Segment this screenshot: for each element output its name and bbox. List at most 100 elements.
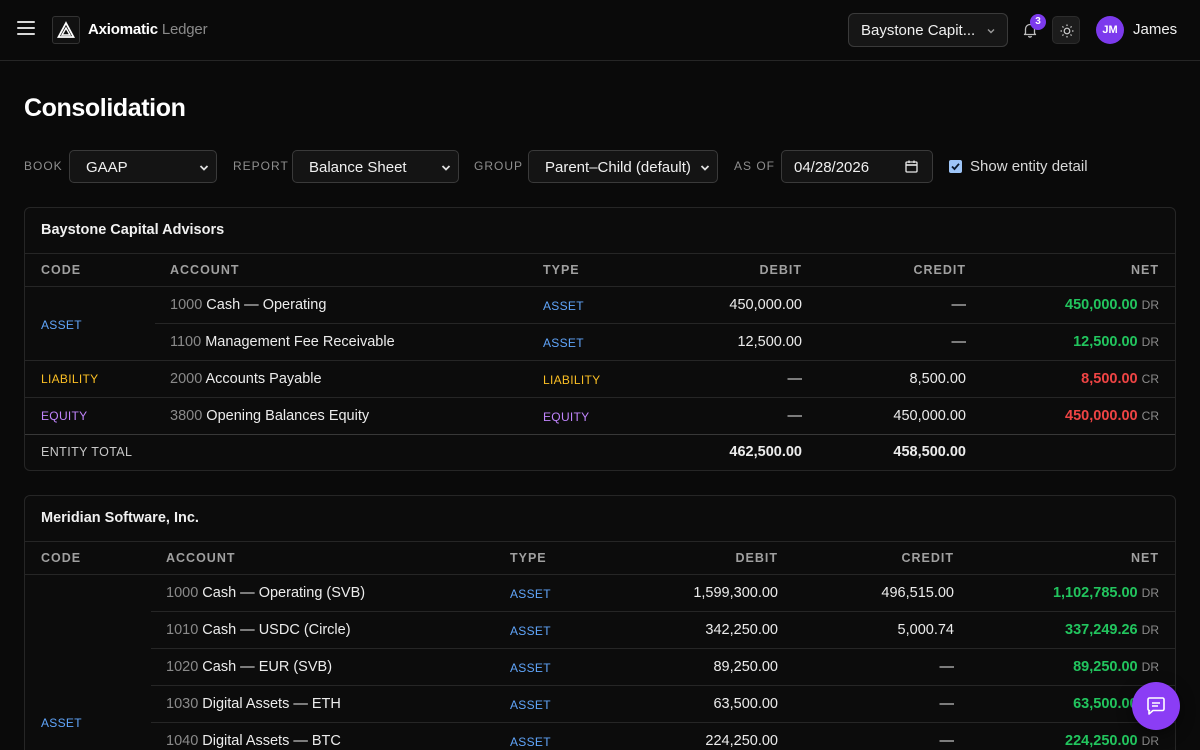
debit-value: 12,500.00: [737, 334, 802, 350]
chat-bubble-icon: [1147, 697, 1165, 715]
net-side: DR: [1141, 335, 1159, 349]
column-header-code[interactable]: CODE: [41, 551, 82, 565]
column-header-type[interactable]: TYPE: [510, 551, 547, 565]
theme-toggle-button[interactable]: [1052, 16, 1080, 44]
net-side: DR: [1141, 586, 1159, 600]
net-amount: 63,500.00: [1073, 696, 1138, 712]
account-label: Management Fee Receivable: [205, 334, 395, 350]
divider: [151, 648, 1175, 649]
type-tag: EQUITY: [543, 410, 590, 424]
column-header-net[interactable]: NET: [1131, 263, 1159, 277]
account-name[interactable]: 1000 Cash — Operating (SVB): [166, 585, 365, 601]
divider: [25, 360, 1175, 361]
account-name[interactable]: 3800 Opening Balances Equity: [170, 408, 369, 424]
credit-value: 450,000.00: [893, 408, 966, 424]
group-select-value: Parent–Child (default): [545, 159, 691, 176]
column-header-account[interactable]: ACCOUNT: [170, 263, 240, 277]
net-amount: 89,250.00: [1073, 659, 1138, 675]
net-side: DR: [1141, 623, 1159, 637]
type-tag: ASSET: [510, 698, 551, 712]
net-value: 450,000.00 CR: [959, 408, 1159, 424]
show-entity-detail-checkbox[interactable]: [949, 160, 962, 173]
debit-value: —: [787, 408, 803, 424]
divider: [25, 397, 1175, 398]
column-header-account[interactable]: ACCOUNT: [166, 551, 236, 565]
net-side: CR: [1141, 409, 1159, 423]
user-name[interactable]: James: [1133, 21, 1178, 38]
column-header-credit[interactable]: CREDIT: [913, 263, 966, 277]
account-name[interactable]: 1020 Cash — EUR (SVB): [166, 659, 332, 675]
column-header-code[interactable]: CODE: [41, 263, 82, 277]
group-select[interactable]: Parent–Child (default): [528, 150, 718, 183]
entity-total-label: ENTITY TOTAL: [41, 445, 133, 459]
divider: [25, 541, 1175, 542]
credit-value: —: [939, 696, 955, 712]
net-amount: 224,250.00: [1065, 733, 1138, 749]
as-of-date-input[interactable]: 04/28/2026: [781, 150, 933, 183]
net-side: DR: [1141, 734, 1159, 748]
account-name[interactable]: 1010 Cash — USDC (Circle): [166, 622, 351, 638]
type-tag: ASSET: [510, 587, 551, 601]
net-value: 8,500.00 CR: [959, 371, 1159, 387]
account-name[interactable]: 1100 Management Fee Receivable: [170, 334, 395, 350]
net-side: CR: [1141, 372, 1159, 386]
column-header-type[interactable]: TYPE: [543, 263, 580, 277]
credit-value: 8,500.00: [909, 371, 966, 387]
type-tag: ASSET: [543, 299, 584, 313]
chevron-down-icon: [700, 165, 710, 171]
divider: [25, 253, 1175, 254]
column-header-credit[interactable]: CREDIT: [901, 551, 954, 565]
app-brand[interactable]: Axiomatic Ledger: [88, 21, 208, 38]
entity-name: Baystone Capital Advisors: [41, 222, 225, 238]
column-header-debit[interactable]: DEBIT: [735, 551, 778, 565]
account-label: Opening Balances Equity: [206, 408, 370, 424]
type-tag: ASSET: [510, 661, 551, 675]
entity-card: Meridian Software, Inc. CODE ACCOUNT TYP…: [24, 495, 1176, 750]
account-number: 1000: [170, 297, 203, 313]
divider: [155, 323, 1175, 324]
report-select[interactable]: Balance Sheet: [292, 150, 459, 183]
account-name[interactable]: 1040 Digital Assets — BTC: [166, 733, 341, 749]
chevron-down-icon: [441, 165, 451, 171]
calendar-icon[interactable]: [905, 160, 918, 173]
credit-value: —: [951, 334, 967, 350]
debit-value: —: [787, 371, 803, 387]
avatar[interactable]: JM: [1096, 16, 1124, 44]
column-header-net[interactable]: NET: [1131, 551, 1159, 565]
account-number: 1020: [166, 659, 199, 675]
divider: [25, 286, 1175, 287]
chat-button[interactable]: [1132, 682, 1180, 730]
report-label: REPORT: [233, 159, 289, 173]
show-entity-detail-label[interactable]: Show entity detail: [970, 158, 1088, 175]
credit-value: 496,515.00: [881, 585, 954, 601]
account-label: Digital Assets — BTC: [202, 733, 341, 749]
logo-icon[interactable]: [52, 16, 80, 44]
entity-selector-value: Baystone Capit...: [861, 22, 976, 39]
type-tag: ASSET: [543, 336, 584, 350]
divider: [25, 434, 1175, 435]
debit-value: 342,250.00: [705, 622, 778, 638]
debit-value: 1,599,300.00: [693, 585, 778, 601]
divider: [151, 685, 1175, 686]
hamburger-menu-icon[interactable]: [17, 21, 35, 39]
debit-value: 63,500.00: [713, 696, 778, 712]
account-name[interactable]: 1030 Digital Assets — ETH: [166, 696, 341, 712]
account-name[interactable]: 1000 Cash — Operating: [170, 297, 326, 313]
account-number: 1000: [166, 585, 199, 601]
entity-selector[interactable]: Baystone Capit...: [848, 13, 1008, 47]
net-value: 450,000.00 DR: [959, 297, 1159, 313]
column-header-debit[interactable]: DEBIT: [759, 263, 802, 277]
sun-icon: [1060, 24, 1074, 38]
account-label: Cash — USDC (Circle): [202, 622, 351, 638]
account-label: Digital Assets — ETH: [202, 696, 341, 712]
checkmark-icon: [951, 163, 960, 171]
debit-value: 450,000.00: [729, 297, 802, 313]
account-name[interactable]: 2000 Accounts Payable: [170, 371, 322, 387]
divider: [151, 611, 1175, 612]
net-side: DR: [1141, 660, 1159, 674]
entity-card: Baystone Capital Advisors CODE ACCOUNT T…: [24, 207, 1176, 471]
book-select[interactable]: GAAP: [69, 150, 217, 183]
net-amount: 8,500.00: [1081, 371, 1138, 387]
account-number: 1040: [166, 733, 199, 749]
account-label: Accounts Payable: [205, 371, 322, 387]
